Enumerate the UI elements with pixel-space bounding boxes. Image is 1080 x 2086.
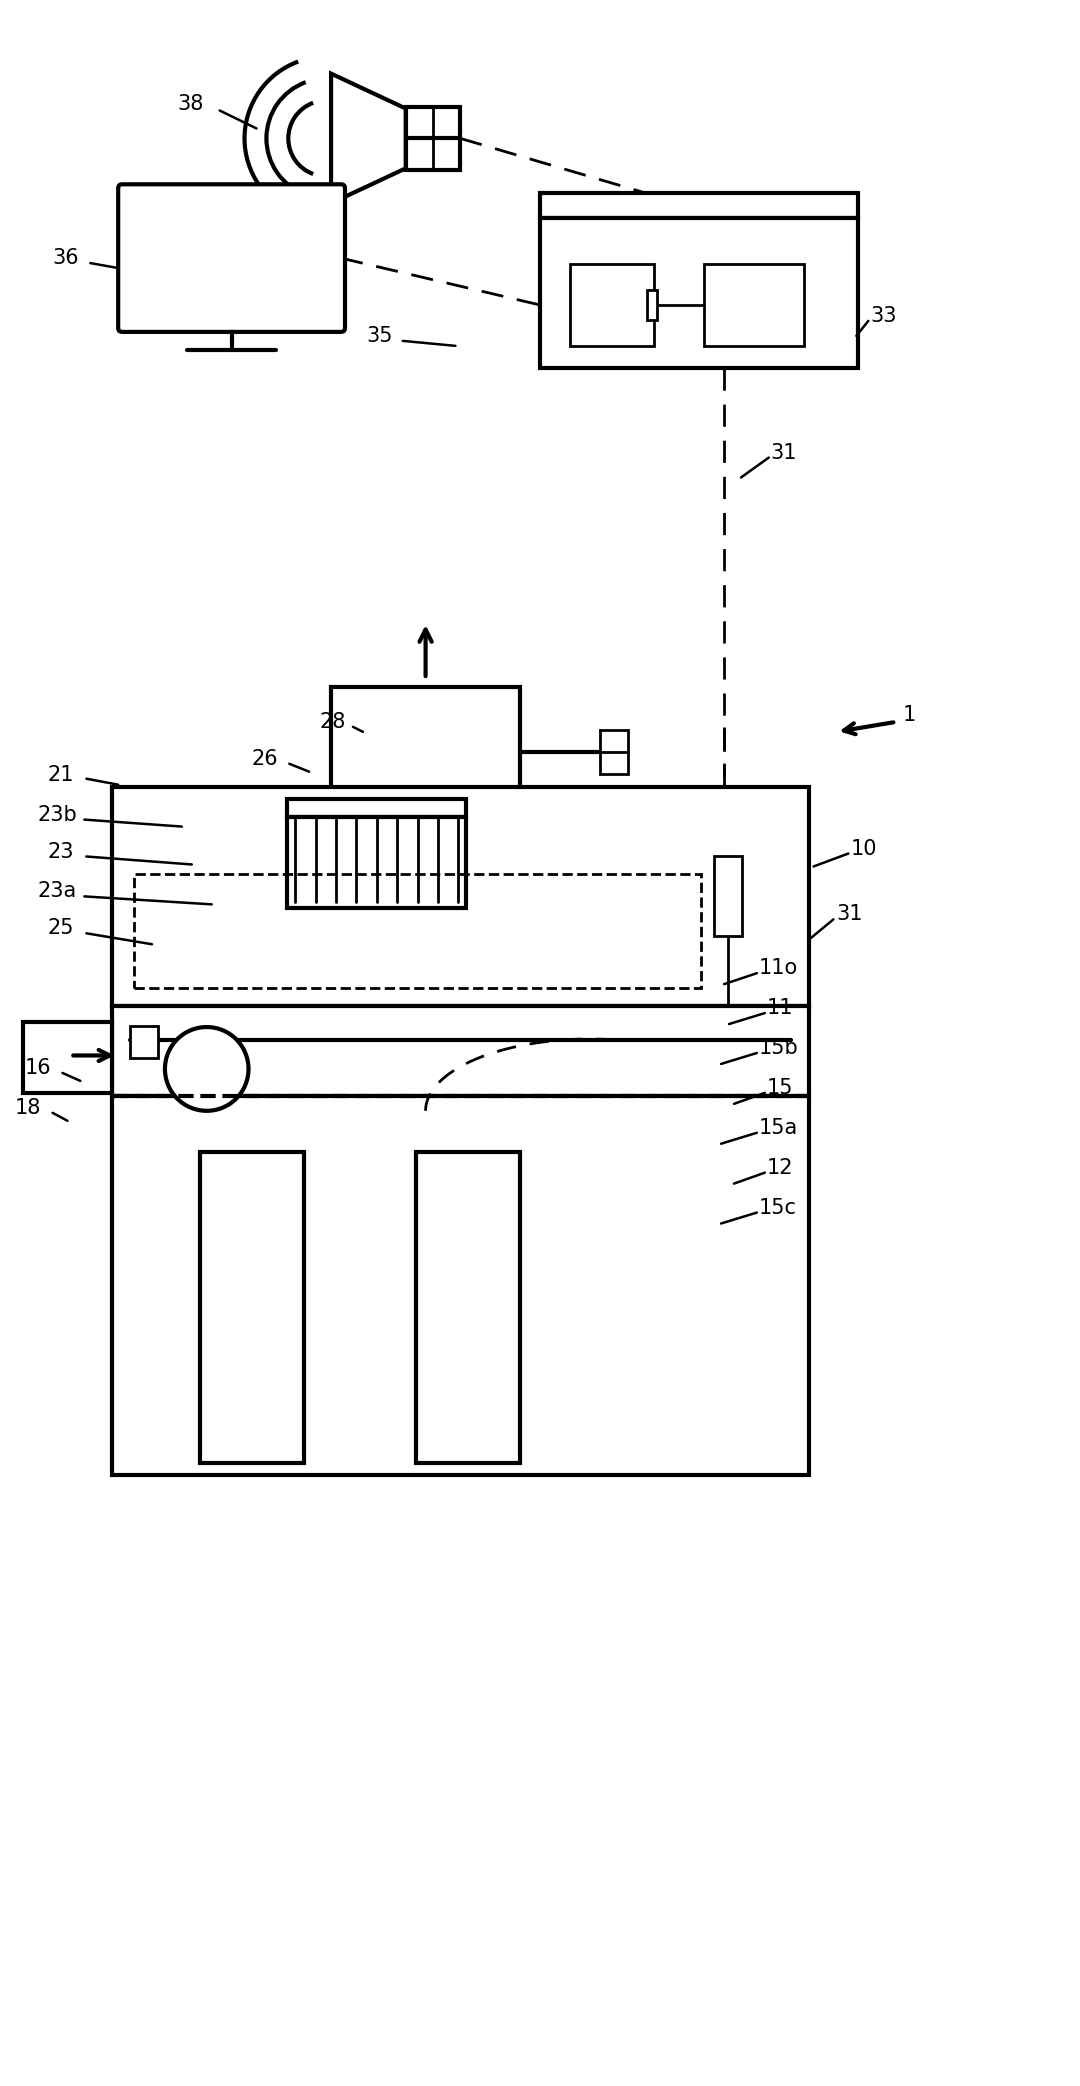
Bar — [112, 1005, 809, 1095]
Bar — [570, 265, 654, 346]
Text: 1: 1 — [903, 705, 916, 724]
Text: 11o: 11o — [759, 957, 798, 978]
Text: 18: 18 — [15, 1097, 41, 1118]
Bar — [599, 730, 627, 774]
Text: 16: 16 — [25, 1058, 51, 1078]
Bar — [130, 1026, 158, 1058]
Text: 25: 25 — [48, 918, 75, 939]
Bar — [134, 874, 701, 989]
Text: 33: 33 — [870, 307, 896, 325]
Text: 10: 10 — [850, 839, 877, 859]
Bar — [136, 202, 327, 315]
Circle shape — [165, 1026, 248, 1112]
Bar — [332, 686, 521, 816]
Text: 38: 38 — [177, 94, 203, 113]
Text: 12: 12 — [767, 1158, 794, 1179]
Bar — [287, 816, 467, 907]
Text: 28: 28 — [320, 711, 346, 732]
Polygon shape — [332, 73, 406, 202]
Text: 23a: 23a — [38, 882, 77, 901]
Text: 11: 11 — [767, 997, 794, 1018]
Bar — [23, 1022, 112, 1093]
Bar — [200, 1151, 305, 1462]
Text: 23b: 23b — [38, 805, 78, 824]
Bar — [112, 1095, 809, 1475]
Text: 21: 21 — [48, 766, 75, 784]
Bar — [416, 1151, 521, 1462]
Bar — [540, 194, 859, 219]
Text: 15b: 15b — [759, 1039, 798, 1058]
Bar — [714, 857, 742, 937]
Text: 23: 23 — [48, 841, 75, 862]
Bar — [406, 106, 460, 171]
Bar — [112, 786, 809, 1005]
Text: 35: 35 — [366, 325, 392, 346]
Bar — [540, 219, 859, 367]
FancyBboxPatch shape — [118, 184, 345, 332]
Text: 15a: 15a — [759, 1118, 798, 1137]
Text: 15: 15 — [767, 1078, 794, 1097]
Bar — [704, 265, 804, 346]
Text: 36: 36 — [53, 248, 79, 269]
Text: 31: 31 — [771, 442, 797, 463]
Text: 26: 26 — [252, 749, 279, 770]
Bar — [287, 799, 467, 816]
Text: 15c: 15c — [759, 1197, 797, 1218]
Bar — [647, 290, 658, 319]
Text: 31: 31 — [837, 905, 863, 924]
